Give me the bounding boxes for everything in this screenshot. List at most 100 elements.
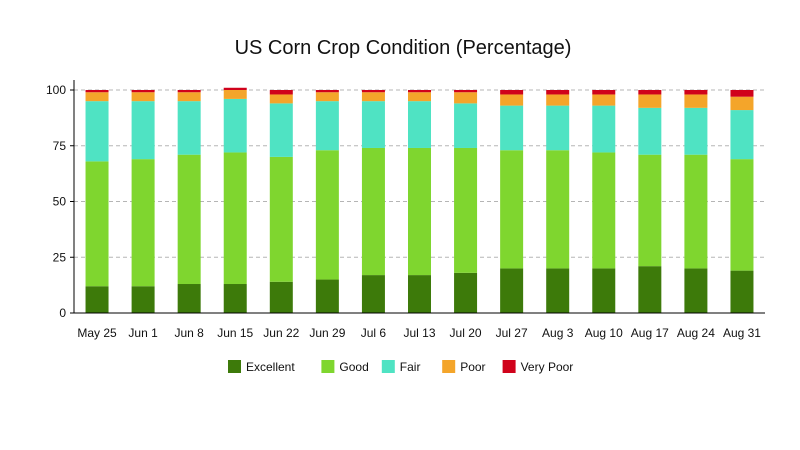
bar-segment-poor <box>408 92 431 102</box>
bar-segment-excellent <box>454 272 478 313</box>
bar-segment-very-poor <box>684 90 708 95</box>
bar-segment-poor <box>592 94 616 106</box>
bar-segment-excellent <box>546 268 570 313</box>
x-tick-label: May 25 <box>77 326 117 340</box>
bar-segment-excellent <box>177 284 201 313</box>
bar-segment-good <box>730 159 754 271</box>
bar-segment-good <box>592 152 616 269</box>
bar-segment-very-poor <box>592 90 616 95</box>
bar-segment-fair <box>177 101 201 155</box>
x-tick-label: Jun 8 <box>174 326 204 340</box>
legend-label: Very Poor <box>521 360 574 374</box>
bar-segment-excellent <box>500 268 524 313</box>
bar-segment-very-poor <box>85 90 109 93</box>
bar-segment-poor <box>638 94 662 108</box>
x-tick-label: Aug 10 <box>585 326 623 340</box>
x-tick-label: Aug 3 <box>542 326 574 340</box>
bar-segment-good <box>361 147 385 276</box>
bar-segment-very-poor <box>638 90 662 95</box>
bar-segment-very-poor <box>408 90 431 93</box>
bar-segment-good <box>638 154 662 267</box>
bar-segment-good <box>454 147 478 273</box>
x-tick-label: Aug 24 <box>677 326 715 340</box>
bar-segment-fair <box>592 105 616 153</box>
bar-segment-very-poor <box>500 90 524 95</box>
bar-segment-excellent <box>85 286 109 313</box>
bar-segment-fair <box>85 101 109 162</box>
bar-segment-poor <box>85 92 109 102</box>
bar-segment-very-poor <box>361 90 385 93</box>
bar-segment-fair <box>223 98 247 153</box>
bar-segment-fair <box>408 101 431 148</box>
chart-title: US Corn Crop Condition (Percentage) <box>235 37 572 59</box>
bar-segment-fair <box>638 107 662 155</box>
bar-segment-poor <box>131 92 155 102</box>
bar-segment-good <box>684 154 708 269</box>
bar-segment-excellent <box>684 268 708 313</box>
bar-segment-excellent <box>315 279 339 313</box>
y-tick-label: 100 <box>46 83 66 97</box>
y-tick-label: 50 <box>53 195 67 209</box>
bar-segment-fair <box>454 103 478 148</box>
bar-segment-poor <box>269 94 293 104</box>
legend-swatch <box>321 360 335 373</box>
bar-segment-fair <box>361 101 385 148</box>
bar-segment-very-poor <box>223 87 247 90</box>
x-tick-label: Jul 6 <box>361 326 387 340</box>
bar-segment-good <box>500 150 524 269</box>
bar-segment-good <box>546 150 570 269</box>
bar-segment-very-poor <box>454 90 478 93</box>
bar-segment-excellent <box>408 275 431 313</box>
bar-segment-poor <box>730 96 754 111</box>
bar-segment-excellent <box>361 275 385 313</box>
bar-segment-poor <box>454 92 478 104</box>
y-tick-label: 25 <box>53 250 67 264</box>
bar-segment-very-poor <box>131 90 155 93</box>
bar-segment-poor <box>223 90 247 99</box>
legend-swatch <box>442 360 456 373</box>
bar-segment-fair <box>500 105 524 151</box>
bar-segment-poor <box>315 92 339 102</box>
bar-segment-excellent <box>638 266 662 313</box>
bar-segment-very-poor <box>546 90 570 95</box>
bar-segment-excellent <box>131 286 155 313</box>
bar-segment-fair <box>269 103 293 157</box>
bar-segment-fair <box>546 105 570 151</box>
bar-segment-poor <box>500 94 524 106</box>
legend-swatch <box>228 360 241 373</box>
bar-segment-poor <box>177 92 201 102</box>
bar-segment-excellent <box>269 281 293 313</box>
bar-segment-excellent <box>223 284 247 313</box>
bar-segment-fair <box>315 101 339 151</box>
bar-segment-fair <box>730 110 754 160</box>
bar-segment-excellent <box>592 268 616 313</box>
bar-segment-very-poor <box>269 90 293 95</box>
bar-segment-poor <box>684 94 708 108</box>
bar-segment-good <box>223 152 247 285</box>
bar-segment-fair <box>684 107 708 155</box>
x-tick-label: Aug 17 <box>631 326 669 340</box>
bar-segment-good <box>408 147 431 276</box>
x-tick-label: Jun 29 <box>309 326 345 340</box>
x-tick-label: Aug 31 <box>723 326 761 340</box>
legend-label: Poor <box>460 360 485 374</box>
legend-label: Fair <box>400 360 421 374</box>
bar-segment-good <box>269 156 293 282</box>
bar-segment-good <box>131 159 155 287</box>
legend-swatch <box>502 360 516 373</box>
bar-segment-fair <box>131 101 155 160</box>
legend-label: Good <box>339 360 368 374</box>
bar-segment-good <box>177 154 201 285</box>
bar-segment-good <box>85 161 109 287</box>
legend-label: Excellent <box>246 360 295 374</box>
bar-segment-very-poor <box>177 90 201 93</box>
legend-swatch <box>381 360 395 373</box>
y-tick-label: 0 <box>59 306 66 320</box>
bar-segment-poor <box>361 92 385 102</box>
x-tick-label: Jun 1 <box>128 326 158 340</box>
x-tick-label: Jun 15 <box>217 326 253 340</box>
x-tick-label: Jul 20 <box>450 326 482 340</box>
bar-segment-excellent <box>730 270 754 313</box>
x-tick-label: Jun 22 <box>263 326 299 340</box>
